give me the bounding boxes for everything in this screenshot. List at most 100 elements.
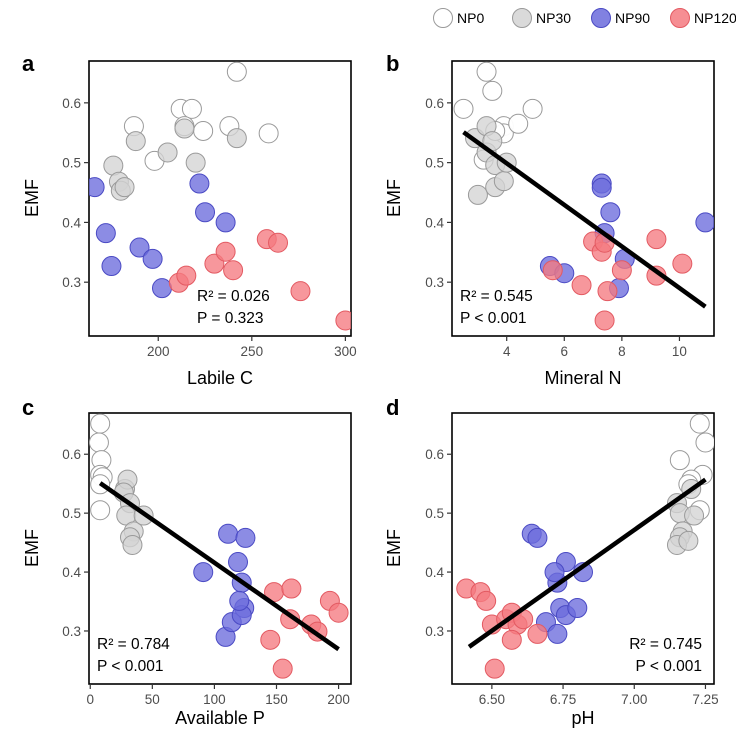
- point-np120: [597, 281, 618, 302]
- point-np90: [567, 598, 588, 619]
- y-tick-label: 0.5: [62, 156, 81, 171]
- point-np90: [695, 212, 714, 233]
- x-axis-label: Mineral N: [544, 368, 621, 388]
- y-tick-label: 0.6: [425, 96, 444, 111]
- plot-frame: [451, 412, 715, 685]
- point-np90: [591, 177, 612, 198]
- p-value-label: P < 0.001: [97, 658, 164, 675]
- point-np90: [229, 590, 250, 611]
- r-squared-label: R² = 0.545: [460, 288, 533, 305]
- point-np120: [335, 310, 351, 331]
- point-np90: [600, 202, 621, 223]
- y-tick-label: 0.4: [425, 215, 444, 230]
- panel-a: a 0.3 0.4 0.5 0.6 200 250 300 Labile C EMF R² = 0.…: [22, 51, 357, 388]
- point-np0: [508, 113, 529, 134]
- p-value-label: P < 0.001: [635, 658, 702, 675]
- point-np30: [125, 131, 146, 152]
- point-np90: [101, 256, 122, 277]
- point-np120: [501, 629, 522, 650]
- y-tick-label: 0.4: [425, 565, 444, 580]
- p-value-label: P < 0.001: [460, 310, 527, 327]
- point-np120: [571, 275, 592, 296]
- r-squared-label: R² = 0.026: [197, 288, 270, 305]
- point-np0: [695, 432, 714, 453]
- point-np90: [142, 248, 163, 269]
- y-tick-label: 0.4: [62, 565, 81, 580]
- point-np0: [193, 120, 214, 141]
- x-tick-label: 8: [618, 344, 626, 359]
- x-tick-label: 50: [145, 692, 160, 707]
- point-np0: [482, 80, 503, 101]
- x-tick-label: 4: [503, 344, 511, 359]
- regression-line: [467, 477, 707, 649]
- point-np90: [89, 177, 105, 198]
- legend-label-np90: NP90: [615, 10, 650, 26]
- legend-marker-np90: [591, 8, 611, 28]
- regression-line: [462, 130, 707, 309]
- legend-marker-np30: [512, 8, 532, 28]
- point-np30: [493, 171, 514, 192]
- y-tick-label: 0.3: [62, 624, 81, 639]
- point-np0: [522, 98, 543, 119]
- plot-frame: [88, 60, 352, 337]
- x-axis-label: pH: [571, 708, 594, 728]
- point-np90: [95, 223, 116, 244]
- x-tick-label: 10: [672, 344, 687, 359]
- point-np0: [453, 98, 474, 119]
- point-np0: [181, 98, 202, 119]
- point-np120: [260, 629, 281, 650]
- legend-label-np120: NP120: [694, 10, 736, 26]
- point-np120: [527, 623, 548, 644]
- point-np120: [176, 265, 197, 286]
- point-np120: [281, 578, 302, 599]
- r-squared-label: R² = 0.784: [97, 636, 170, 653]
- point-np30: [122, 534, 143, 555]
- y-tick-label: 0.3: [425, 275, 444, 290]
- panel-c: c 0.3 0.4 0.5 0.6 0 50 100 150 200 Available P EMF R…: [22, 395, 352, 728]
- x-axis-label: Available P: [175, 708, 265, 728]
- point-np90: [228, 552, 249, 573]
- legend-marker-np0: [433, 8, 453, 28]
- point-np30: [174, 118, 195, 139]
- point-np90: [193, 562, 214, 583]
- point-np30: [678, 530, 699, 551]
- y-tick-label: 0.4: [62, 215, 81, 230]
- point-np30: [157, 142, 178, 163]
- panel-letter: c: [22, 395, 34, 420]
- x-tick-label: 250: [241, 344, 264, 359]
- legend-label-np30: NP30: [536, 10, 571, 26]
- x-tick-label: 300: [334, 344, 357, 359]
- point-np30: [684, 505, 705, 526]
- point-np120: [328, 602, 349, 623]
- point-np30: [226, 128, 247, 149]
- panel-letter: d: [386, 395, 399, 420]
- panels: a 0.3 0.4 0.5 0.6 200 250 300 Labile C EMF R² = 0.…: [22, 51, 719, 728]
- point-np0: [476, 61, 497, 82]
- y-axis-label: EMF: [384, 529, 404, 567]
- y-axis-label: EMF: [22, 179, 42, 217]
- x-tick-label: 7.00: [621, 692, 647, 707]
- y-tick-label: 0.3: [425, 624, 444, 639]
- point-np90: [151, 278, 172, 299]
- x-tick-label: 7.25: [692, 692, 718, 707]
- point-np90: [527, 527, 548, 548]
- y-axis-label: EMF: [384, 179, 404, 217]
- point-np120: [672, 253, 693, 274]
- point-np30: [185, 152, 206, 173]
- point-np90: [195, 202, 216, 223]
- point-np120: [223, 260, 244, 281]
- y-tick-label: 0.5: [425, 156, 444, 171]
- point-np0: [89, 432, 109, 453]
- point-np30: [467, 184, 488, 205]
- point-np120: [268, 232, 289, 253]
- point-np90: [129, 237, 150, 258]
- legend-label-np0: NP0: [457, 10, 484, 26]
- point-np120: [594, 310, 615, 331]
- point-np120: [646, 229, 667, 250]
- point-np0: [669, 450, 690, 471]
- point-np0: [90, 413, 111, 434]
- point-np120: [215, 241, 236, 262]
- panel-b: b 0.3 0.4 0.5 0.6 4 6 8 10 Mineral N EMF R² = 0.545…: [384, 51, 715, 388]
- point-np120: [484, 658, 505, 679]
